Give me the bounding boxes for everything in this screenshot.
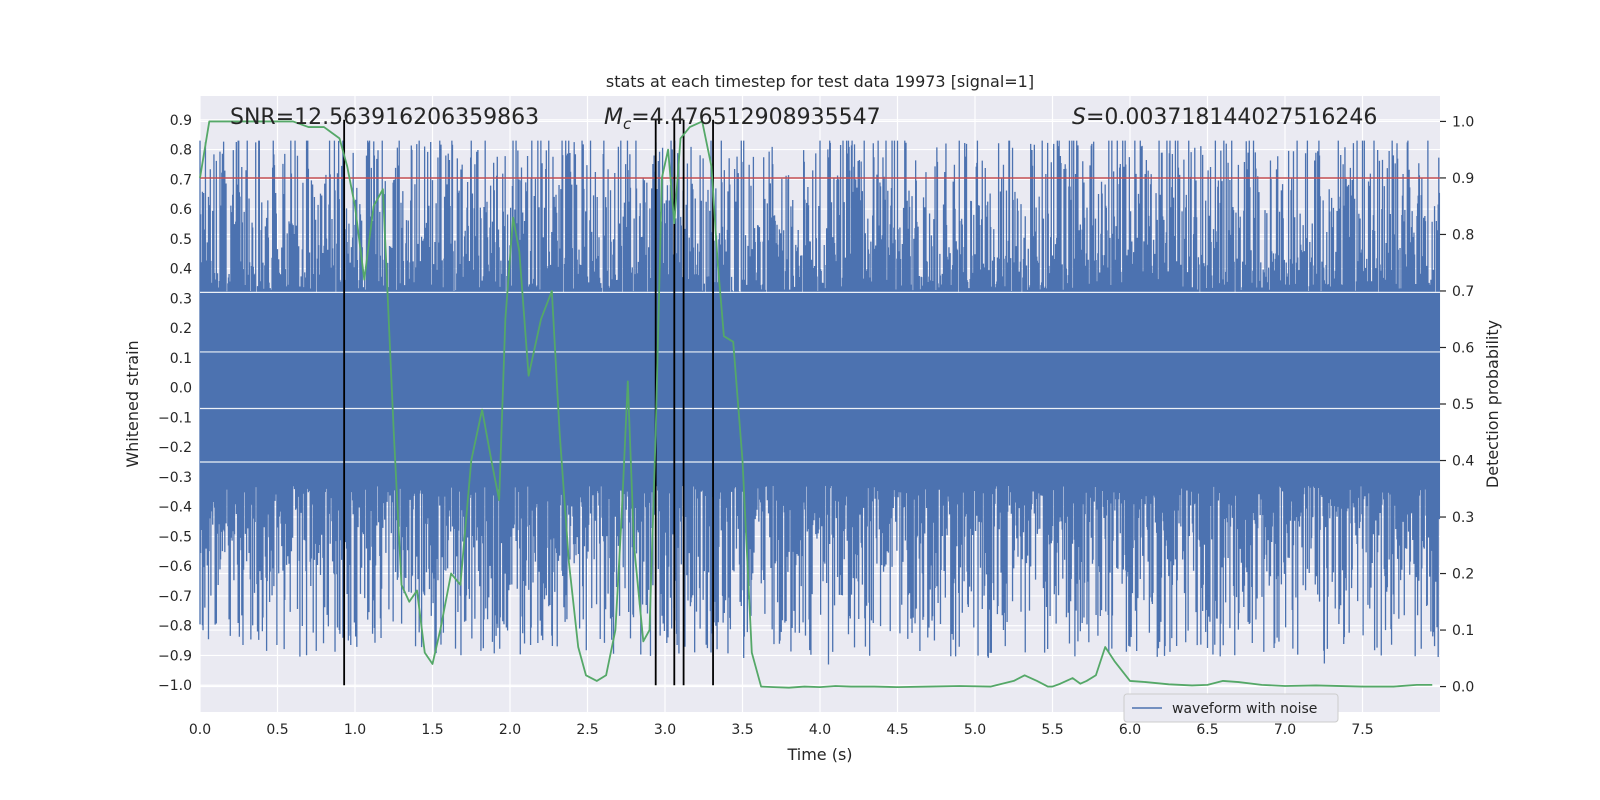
x-tick-label: 6.0 [1119, 722, 1141, 738]
x-tick-label: 6.5 [1196, 722, 1218, 738]
y-left-tick-label: 0.7 [170, 172, 192, 188]
s-symbol: S [1072, 105, 1086, 130]
y-left-tick-label: −0.8 [158, 619, 192, 635]
x-tick-label: 5.0 [964, 722, 986, 738]
chirp-mass-annotation: Mc=4.476512908935547 [604, 105, 881, 133]
x-tick-label: 0.5 [266, 722, 288, 738]
legend-label: waveform with noise [1172, 701, 1317, 717]
x-tick-label: 0.0 [189, 722, 211, 738]
detection-probability-series [199, 120, 1433, 689]
chirp-mass-value: =4.476512908935547 [631, 105, 880, 130]
y-right-tick-label: 0.2 [1452, 567, 1474, 583]
y-right-tick-label: 0.5 [1452, 397, 1474, 413]
x-axis-label: Time (s) [786, 745, 852, 764]
chart-title: stats at each timestep for test data 199… [606, 72, 1034, 91]
y-right-tick-label: 0.8 [1452, 227, 1474, 243]
y-left-tick-label: 0.3 [170, 291, 192, 307]
y-right-tick-label: 0.3 [1452, 510, 1474, 526]
x-tick-label: 1.0 [344, 722, 366, 738]
y-left-tick-label: −1.0 [158, 678, 192, 694]
y-left-tick-label: −0.1 [158, 410, 192, 426]
y-left-tick-label: −0.3 [158, 470, 192, 486]
x-tick-label: 7.0 [1274, 722, 1296, 738]
y-left-tick-label: −0.7 [158, 589, 192, 605]
y-right-tick-label: 0.6 [1452, 340, 1474, 356]
y-left-tick-label: −0.4 [158, 500, 192, 516]
y-right-tick-label: 0.7 [1452, 284, 1474, 300]
y-right-tick-label: 1.0 [1452, 114, 1474, 130]
y-left-tick-label: −0.9 [158, 648, 192, 664]
snr-annotation: SNR=12.563916206359863 [230, 105, 539, 130]
waveform-series [199, 140, 1441, 665]
y-right-tick-label: 0.4 [1452, 454, 1474, 470]
left-axis-ticks: 0.9 0.8 0.7 0.6 0.5 0.4 0.3 0.2 0.1 0.0 −0.1 −0.2 −0… [158, 113, 192, 694]
s-annotation: S=0.003718144027516246 [1072, 105, 1377, 130]
x-tick-label: 7.5 [1351, 722, 1373, 738]
y-left-tick-label: 0.6 [170, 202, 192, 218]
s-value: =0.003718144027516246 [1086, 105, 1377, 130]
y-right-tick-label: 0.0 [1452, 680, 1474, 696]
x-tick-label: 4.5 [886, 722, 908, 738]
x-tick-label: 5.5 [1041, 722, 1063, 738]
y-right-tick-label: 0.9 [1452, 171, 1474, 187]
y-left-tick-label: 0.5 [170, 232, 192, 248]
y-left-tick-label: −0.2 [158, 440, 192, 456]
y-axis-right-label: Detection probability [1483, 320, 1502, 488]
y-left-tick-label: 0.9 [170, 113, 192, 129]
waveform-noise-trace [199, 140, 1441, 665]
y-left-tick-label: −0.6 [158, 559, 192, 575]
y-left-tick-label: 0.0 [170, 381, 192, 397]
x-tick-label: 2.0 [499, 722, 521, 738]
chirp-mass-subscript: c [623, 115, 632, 133]
y-axis-left-label: Whitened strain [123, 340, 142, 467]
y-left-tick-label: −0.5 [158, 529, 192, 545]
right-axis-ticks: 1.0 0.9 0.8 0.7 0.6 0.5 0.4 0.3 0.2 0.1 0.0 [1440, 114, 1474, 696]
x-tick-label: 3.0 [654, 722, 676, 738]
y-left-tick-label: 0.4 [170, 262, 192, 278]
y-left-tick-label: 0.1 [170, 351, 192, 367]
x-tick-label: 2.5 [576, 722, 598, 738]
detection-probability-line [199, 120, 1433, 689]
y-left-tick-label: 0.8 [170, 143, 192, 159]
legend: waveform with noise [1123, 693, 1339, 723]
x-tick-label: 4.0 [809, 722, 831, 738]
x-tick-label: 3.5 [731, 722, 753, 738]
chirp-mass-symbol: M [604, 105, 623, 130]
legend-box [1123, 693, 1339, 723]
x-axis-ticks: 0.0 0.5 1.0 1.5 2.0 2.5 3.0 3.5 4.0 4.5 5.0 5.5 6.0 6… [189, 722, 1374, 738]
x-tick-label: 1.5 [421, 722, 443, 738]
y-right-tick-label: 0.1 [1452, 623, 1474, 639]
y-left-tick-label: 0.2 [170, 321, 192, 337]
